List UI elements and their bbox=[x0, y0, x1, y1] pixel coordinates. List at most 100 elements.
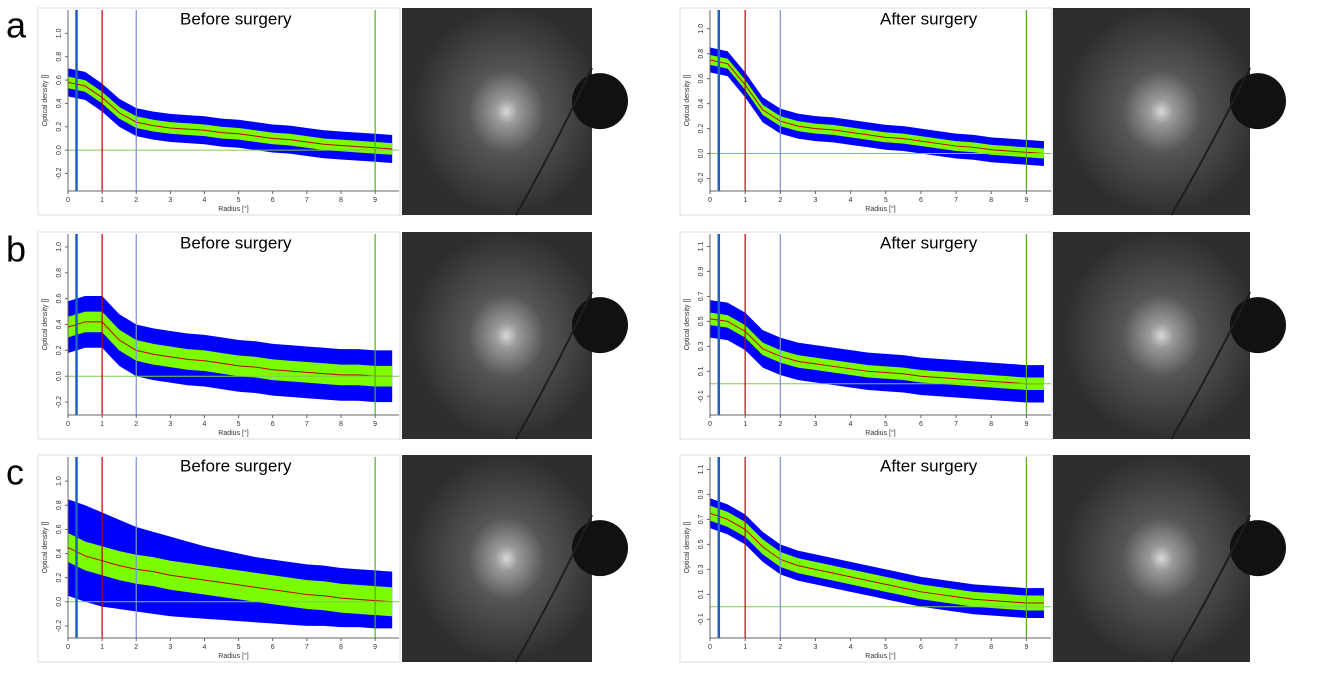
x-tick-label: 5 bbox=[237, 197, 241, 204]
x-axis-label: Radius [°] bbox=[865, 429, 895, 437]
x-tick-label: 9 bbox=[373, 197, 377, 204]
x-tick-label: 6 bbox=[919, 421, 923, 428]
optic-disc bbox=[1230, 297, 1286, 354]
x-tick-label: 0 bbox=[66, 421, 70, 428]
x-tick-label: 7 bbox=[954, 421, 958, 428]
vessel bbox=[1170, 291, 1251, 440]
x-tick-label: 6 bbox=[271, 197, 275, 204]
y-tick-label: 0.1 bbox=[698, 589, 705, 599]
x-tick-label: 1 bbox=[743, 197, 747, 204]
mean-line bbox=[68, 547, 393, 603]
x-tick-label: 5 bbox=[884, 421, 888, 428]
vessel bbox=[1170, 67, 1251, 216]
band bbox=[68, 533, 393, 617]
x-tick-label: 0 bbox=[708, 197, 712, 204]
x-tick-label: 5 bbox=[884, 197, 888, 204]
x-tick-label: 1 bbox=[743, 644, 747, 651]
optic-disc bbox=[572, 73, 628, 130]
mean-line bbox=[710, 512, 1044, 604]
y-tick-label: 1.1 bbox=[698, 465, 705, 475]
y-tick-label: 0.0 bbox=[56, 597, 63, 607]
x-tick-label: 0 bbox=[708, 421, 712, 428]
y-tick-label: 0.2 bbox=[56, 573, 63, 583]
y-tick-label: 0.4 bbox=[56, 320, 63, 330]
x-tick-label: 8 bbox=[339, 421, 343, 428]
x-tick-label: 4 bbox=[849, 421, 853, 428]
chart-title: Before surgery bbox=[180, 9, 292, 28]
chart-title: Before surgery bbox=[180, 233, 292, 252]
chart-box bbox=[679, 7, 1053, 216]
x-tick-label: 7 bbox=[305, 421, 309, 428]
x-tick-label: 8 bbox=[339, 644, 343, 651]
x-axis-label: Radius [°] bbox=[218, 429, 248, 437]
y-axis-label: Optical density [] bbox=[42, 299, 49, 351]
vessel bbox=[515, 514, 593, 663]
x-tick-label: 4 bbox=[849, 197, 853, 204]
optic-disc bbox=[1230, 73, 1286, 130]
y-tick-label: 0.8 bbox=[56, 500, 63, 510]
y-tick-label: 0.3 bbox=[698, 564, 705, 574]
plot bbox=[68, 234, 399, 415]
band bbox=[710, 505, 1044, 611]
fundus-image bbox=[402, 455, 592, 662]
plot bbox=[710, 10, 1051, 191]
chart-title: Before surgery bbox=[180, 456, 292, 475]
vessel bbox=[515, 291, 593, 440]
vessel bbox=[515, 67, 593, 216]
plot bbox=[710, 234, 1051, 415]
y-tick-label: 0.3 bbox=[698, 341, 705, 351]
x-tick-label: 2 bbox=[134, 197, 138, 204]
x-tick-label: 1 bbox=[100, 421, 104, 428]
mean-line bbox=[710, 59, 1045, 155]
fundus-image bbox=[402, 8, 592, 215]
y-tick-label: 0.7 bbox=[698, 291, 705, 301]
x-tick-label: 3 bbox=[168, 644, 172, 651]
chart-box bbox=[37, 7, 401, 216]
x-tick-label: 6 bbox=[271, 421, 275, 428]
x-tick-label: 8 bbox=[989, 421, 993, 428]
mean-line bbox=[68, 81, 393, 150]
y-tick-label: 0.6 bbox=[56, 294, 63, 304]
mean-line bbox=[68, 321, 393, 377]
x-tick-label: 8 bbox=[989, 197, 993, 204]
x-tick-label: 2 bbox=[134, 644, 138, 651]
band bbox=[710, 498, 1044, 619]
y-tick-label: 0.2 bbox=[56, 345, 63, 355]
x-tick-label: 5 bbox=[237, 644, 241, 651]
y-tick-label: 0.5 bbox=[698, 316, 705, 326]
x-tick-label: 3 bbox=[168, 421, 172, 428]
x-tick-label: 7 bbox=[954, 644, 958, 651]
fundus-image bbox=[1053, 8, 1250, 215]
x-tick-label: 2 bbox=[778, 421, 782, 428]
y-tick-label: -0.2 bbox=[56, 167, 63, 179]
x-tick-label: 1 bbox=[100, 644, 104, 651]
y-tick-label: 0.8 bbox=[56, 52, 63, 62]
band bbox=[710, 54, 1044, 159]
optic-disc bbox=[1230, 520, 1286, 577]
x-tick-label: 2 bbox=[778, 197, 782, 204]
chart-title: After surgery bbox=[880, 456, 978, 475]
y-tick-label: 0.8 bbox=[56, 268, 63, 278]
chart-box bbox=[679, 454, 1053, 663]
x-tick-label: 6 bbox=[919, 197, 923, 204]
chart-title: After surgery bbox=[880, 9, 978, 28]
x-tick-label: 7 bbox=[954, 197, 958, 204]
x-tick-label: 1 bbox=[100, 197, 104, 204]
y-tick-label: 0.2 bbox=[56, 122, 63, 132]
x-tick-label: 4 bbox=[203, 197, 207, 204]
y-tick-label: -0.2 bbox=[698, 172, 705, 184]
y-tick-label: 0.6 bbox=[56, 524, 63, 534]
y-tick-label: 0.6 bbox=[698, 74, 705, 84]
y-tick-label: -0.2 bbox=[56, 620, 63, 632]
x-tick-label: 0 bbox=[66, 197, 70, 204]
x-tick-label: 3 bbox=[814, 644, 818, 651]
x-tick-label: 7 bbox=[305, 644, 309, 651]
x-tick-label: 5 bbox=[237, 421, 241, 428]
panel-label: b bbox=[6, 229, 26, 270]
y-axis-label: Optical density [] bbox=[684, 299, 691, 351]
y-tick-label: 0.5 bbox=[698, 539, 705, 549]
panel-label: a bbox=[6, 5, 27, 46]
y-tick-label: 1.0 bbox=[698, 24, 705, 34]
optic-disc bbox=[572, 297, 628, 354]
y-tick-label: 0.6 bbox=[56, 75, 63, 85]
